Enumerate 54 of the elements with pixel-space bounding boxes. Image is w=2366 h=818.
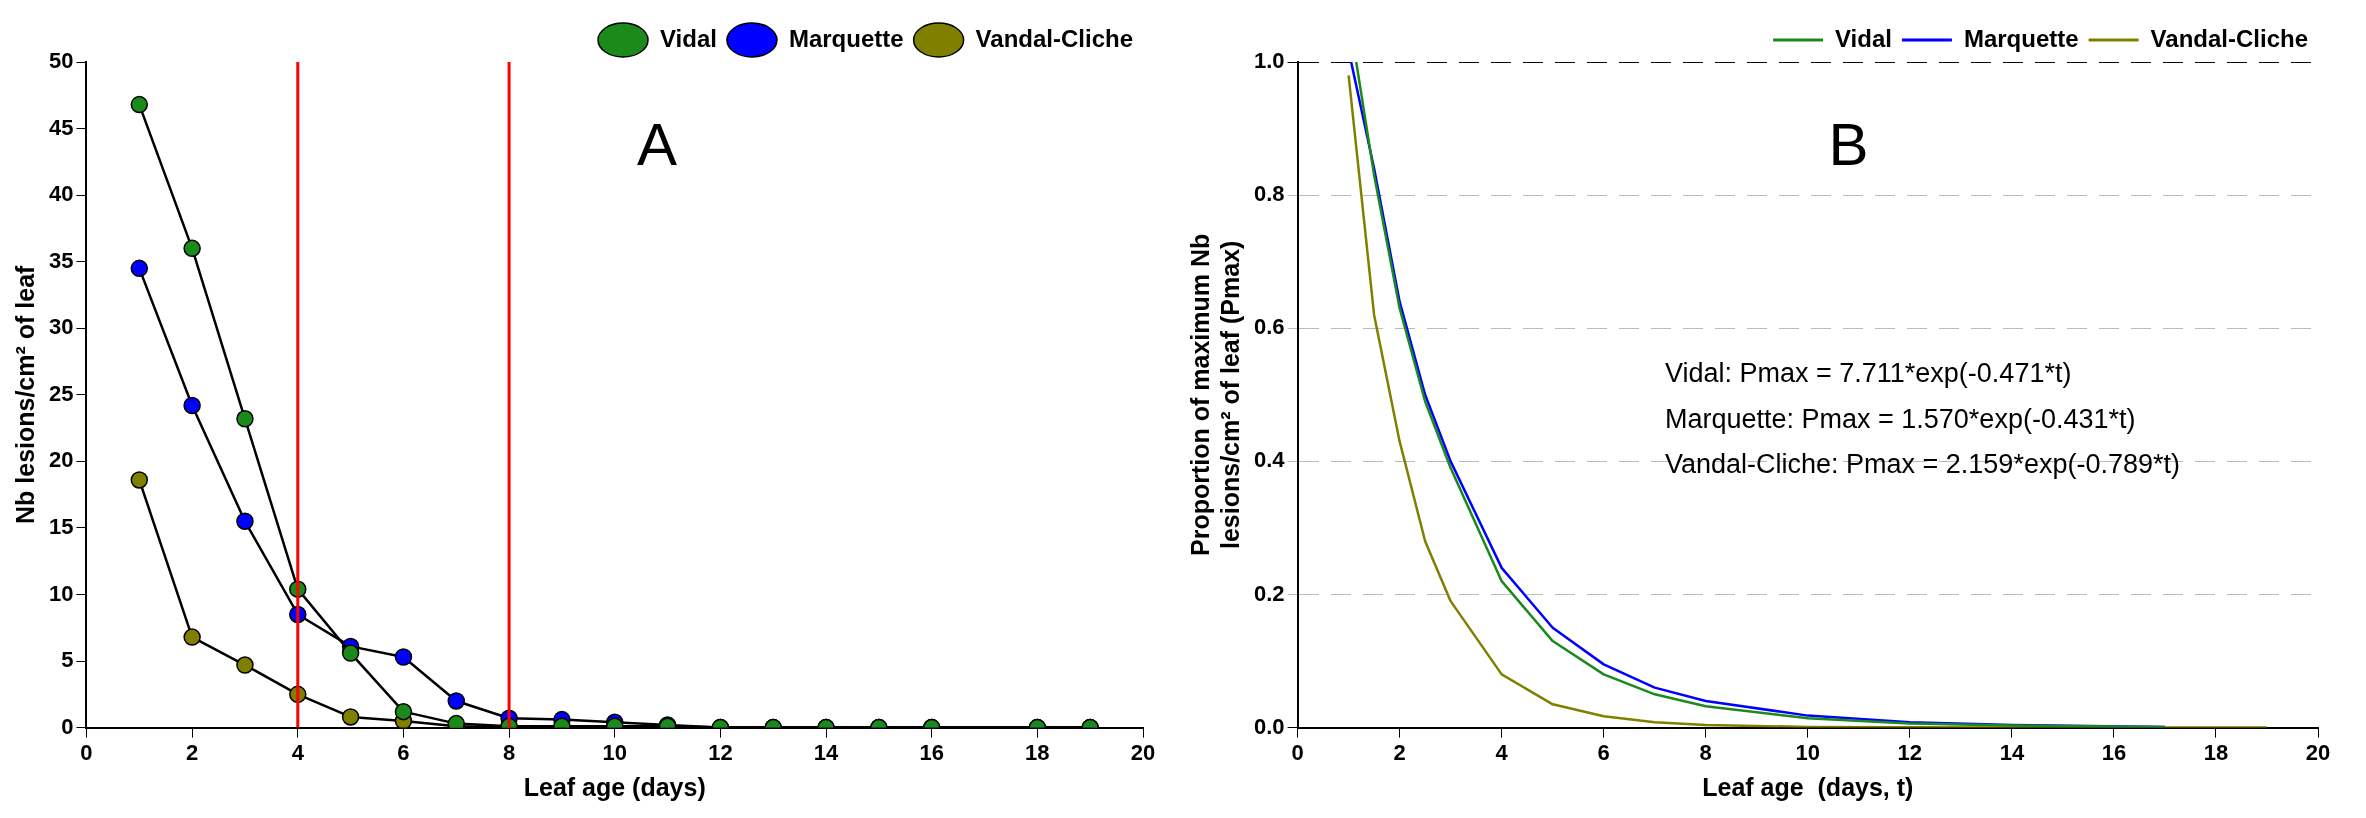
x-tick-label: 10 [602, 739, 627, 765]
y-tick-label: 50 [48, 48, 74, 74]
x-tick-label: 14 [1999, 739, 2025, 765]
x-tick-label: 16 [2101, 739, 2127, 765]
annotation: Vandal-Cliche: Pmax = 2.159*exp(-0.789*t) [1664, 448, 2180, 479]
y-tick-label: 40 [48, 181, 74, 207]
x-tick-label: 10 [1795, 739, 1821, 765]
x-tick-label: 14 [813, 739, 840, 765]
y-tick-label: 0.6 [1253, 314, 1285, 340]
x-tick-label: 4 [1495, 739, 1509, 765]
y-tick-label: 5 [61, 647, 74, 673]
y-tick-label: 0.0 [1253, 713, 1285, 739]
y-tick-label: 0 [61, 713, 74, 739]
y-tick-label: 0.4 [1253, 447, 1286, 473]
legend-label: Vidal [660, 24, 717, 52]
y-tick-label: 35 [48, 247, 74, 273]
y-axis-title: Nb lesions/cm² of leaf [10, 264, 39, 524]
x-tick-label: 2 [186, 739, 199, 765]
annotation: A [636, 111, 678, 179]
legend-label: Vandal-Cliche [2150, 24, 2309, 52]
x-tick-label: 2 [1393, 739, 1406, 765]
annotation: B [1828, 111, 1869, 179]
y-tick-label: 20 [48, 447, 74, 473]
x-tick-label: 20 [2305, 739, 2331, 765]
x-tick-label: 8 [502, 739, 516, 765]
x-tick-label: 4 [291, 739, 305, 765]
x-tick-label: 6 [1597, 739, 1610, 765]
x-tick-label: 18 [1025, 739, 1050, 765]
y-tick-label: 0.2 [1253, 580, 1285, 606]
annotation: Marquette: Pmax = 1.570*exp(-0.431*t) [1664, 403, 2136, 434]
y-tick-label: 10 [48, 580, 74, 606]
y-tick-label: 30 [48, 314, 74, 340]
x-axis-title: Leaf age (days, t) [1702, 772, 1914, 801]
x-tick-label: 12 [1897, 739, 1923, 765]
y-axis-title: Proportion of maximum Nb lesions/cm² of leaf (Pmax) [1185, 233, 1244, 556]
x-tick-label: 20 [1130, 739, 1156, 765]
x-tick-label: 16 [919, 739, 944, 765]
x-tick-label: 8 [1699, 739, 1712, 765]
x-tick-label: 18 [2203, 739, 2229, 765]
y-tick-label: 45 [48, 114, 74, 140]
legend-label: Vandal-Cliche [975, 24, 1134, 52]
x-tick-label: 6 [397, 739, 410, 765]
legend-label: Vidal [1835, 24, 1892, 52]
y-tick-label: 1.0 [1253, 48, 1285, 74]
y-tick-label: 15 [48, 513, 74, 539]
y-tick-label: 25 [48, 380, 74, 406]
x-tick-label: 12 [708, 739, 733, 765]
legend-label: Marquette [788, 24, 904, 52]
annotation: Vidal: Pmax = 7.711*exp(-0.471*t) [1664, 358, 2072, 389]
y-tick-label: 0.8 [1253, 181, 1285, 207]
x-tick-label: 0 [1291, 739, 1304, 765]
x-tick-label: 0 [80, 739, 93, 765]
legend-label: Marquette [1963, 24, 2079, 52]
x-axis-title: Leaf age (days) [523, 772, 706, 801]
